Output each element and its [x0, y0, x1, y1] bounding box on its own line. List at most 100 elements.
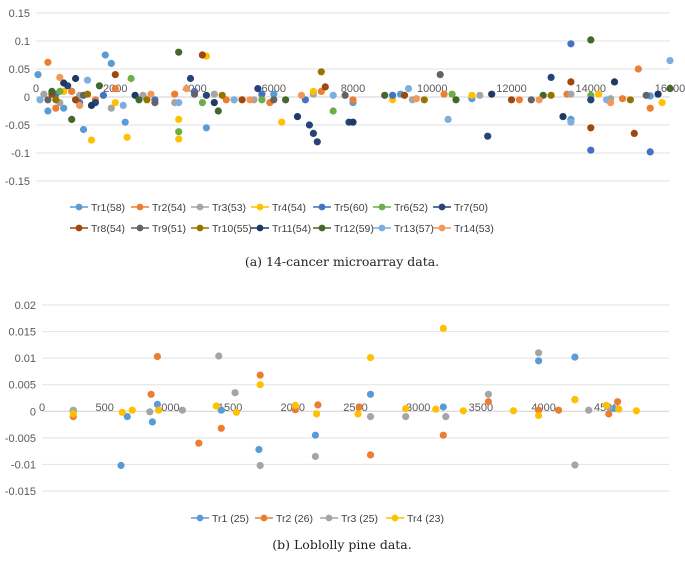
- data-point: [329, 91, 337, 99]
- y-tick-label: -0.005: [5, 433, 36, 445]
- data-point: [484, 132, 492, 140]
- data-point: [107, 59, 115, 67]
- data-point: [79, 125, 88, 134]
- data-point: [412, 95, 420, 103]
- data-point: [658, 99, 666, 107]
- y-tick-label: 0.01: [15, 353, 36, 365]
- x-tick-label: 10000: [417, 83, 448, 95]
- data-point: [52, 104, 60, 112]
- data-point: [389, 91, 397, 99]
- data-point: [101, 51, 109, 59]
- data-point: [60, 79, 68, 87]
- data-point: [72, 74, 80, 83]
- data-point: [329, 107, 337, 115]
- data-point: [128, 406, 136, 414]
- data-point: [559, 113, 567, 121]
- x-tick-label: 3000: [406, 402, 430, 414]
- data-point: [175, 135, 183, 143]
- data-point: [69, 410, 77, 418]
- legend-marker: [136, 224, 144, 232]
- data-point: [476, 91, 484, 99]
- data-point: [76, 101, 84, 109]
- data-point: [366, 390, 375, 398]
- data-point: [95, 82, 103, 90]
- data-point: [175, 99, 183, 107]
- data-point: [99, 91, 107, 99]
- data-point: [420, 96, 428, 104]
- data-point: [602, 401, 610, 409]
- legend-label: Tr4(54): [272, 202, 306, 214]
- data-point: [123, 133, 131, 141]
- data-point: [190, 90, 199, 98]
- data-point: [535, 96, 543, 104]
- x-tick-label: 6000: [262, 83, 286, 95]
- legend-label: Tr2 (26): [276, 513, 313, 525]
- data-point: [83, 76, 92, 84]
- data-point: [311, 431, 319, 439]
- data-point: [571, 353, 579, 361]
- data-point: [400, 91, 409, 99]
- data-point: [595, 90, 603, 98]
- data-point: [459, 407, 467, 415]
- legend-marker: [318, 203, 326, 211]
- data-point: [313, 138, 321, 146]
- y-tick-label: 0.005: [8, 380, 36, 392]
- data-point: [484, 390, 492, 398]
- data-point: [256, 381, 264, 389]
- data-point: [311, 452, 319, 461]
- legend-label: Tr1(58): [91, 202, 125, 214]
- data-point: [175, 48, 183, 56]
- data-point: [254, 85, 262, 93]
- legend-label: Tr10(55): [212, 223, 252, 235]
- data-point: [615, 405, 623, 413]
- data-point: [314, 401, 322, 409]
- legend-label: Tr13(57): [394, 223, 434, 235]
- data-point: [404, 85, 413, 93]
- figure-caption: (b) Loblolly pine data.: [272, 537, 411, 552]
- legend-label: Tr8(54): [91, 223, 125, 235]
- data-point: [107, 104, 115, 112]
- data-point: [111, 71, 119, 79]
- data-point: [44, 96, 52, 104]
- data-point: [230, 96, 238, 104]
- data-point: [258, 90, 266, 98]
- data-point: [366, 354, 375, 362]
- legend-marker: [318, 224, 326, 232]
- data-point: [72, 96, 80, 104]
- data-point: [587, 96, 595, 104]
- data-point: [178, 406, 186, 414]
- legend-label: Tr2(54): [152, 202, 186, 214]
- data-point: [439, 431, 447, 439]
- data-point: [297, 91, 306, 99]
- data-point: [507, 96, 516, 104]
- data-point: [171, 90, 179, 98]
- data-point: [366, 451, 375, 459]
- data-point: [34, 71, 42, 79]
- data-point: [195, 439, 203, 447]
- data-point: [515, 96, 524, 104]
- legend-marker: [391, 514, 399, 522]
- legend-marker: [378, 203, 386, 211]
- data-point: [634, 65, 642, 73]
- data-point: [148, 418, 156, 426]
- data-point: [355, 403, 363, 411]
- data-point: [432, 405, 440, 413]
- data-point: [547, 73, 555, 81]
- data-point: [183, 85, 191, 93]
- data-point: [349, 96, 357, 104]
- data-point: [256, 371, 264, 379]
- data-point: [535, 349, 543, 357]
- figure-caption: (a) 14-cancer microarray data.: [245, 254, 439, 269]
- data-point: [509, 407, 518, 415]
- data-point: [210, 99, 218, 107]
- data-point: [135, 96, 143, 104]
- data-point: [118, 408, 126, 416]
- data-point: [444, 115, 452, 123]
- data-point: [258, 96, 266, 104]
- data-point: [666, 57, 674, 65]
- data-point: [202, 124, 210, 132]
- x-tick-label: 8000: [341, 83, 365, 95]
- data-point: [555, 406, 563, 414]
- data-point: [215, 352, 223, 360]
